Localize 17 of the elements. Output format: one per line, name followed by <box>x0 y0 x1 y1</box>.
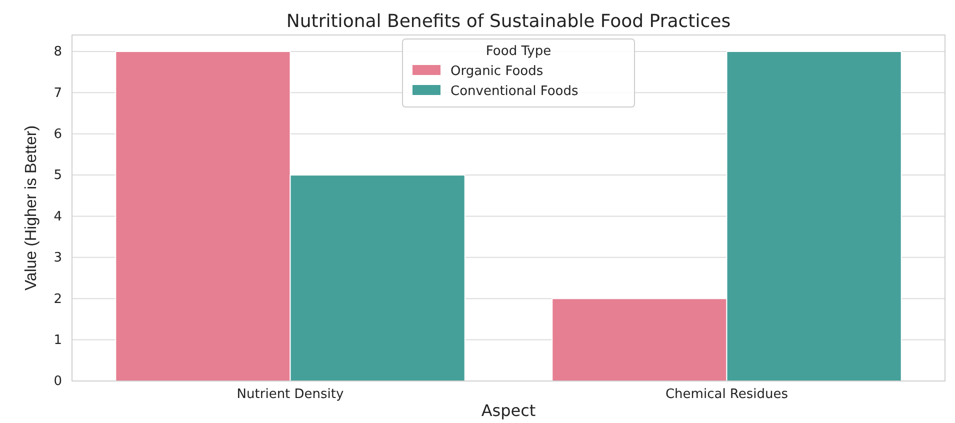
y-tick-label: 1 <box>54 332 62 348</box>
y-tick-label: 7 <box>54 86 62 101</box>
legend-label: Organic Foods <box>450 64 544 79</box>
y-tick-label: 0 <box>54 374 62 390</box>
y-tick-label: 6 <box>54 127 62 142</box>
y-axis-title: Value (Higher is Better) <box>23 125 40 291</box>
x-tick-label: Nutrient Density <box>236 387 344 402</box>
chart-title: Nutritional Benefits of Sustainable Food Practices <box>286 11 731 32</box>
x-axis-title: Aspect <box>481 401 536 420</box>
y-tick-label: 5 <box>54 168 62 184</box>
legend-label: Conventional Foods <box>450 84 578 99</box>
y-tick-label: 4 <box>54 209 62 224</box>
x-tick-label: Chemical Residues <box>665 387 788 402</box>
y-tick-label: 2 <box>54 292 62 307</box>
legend-title: Food Type <box>486 44 552 59</box>
y-tick-label: 3 <box>54 250 62 266</box>
y-tick-label: 8 <box>54 44 62 60</box>
